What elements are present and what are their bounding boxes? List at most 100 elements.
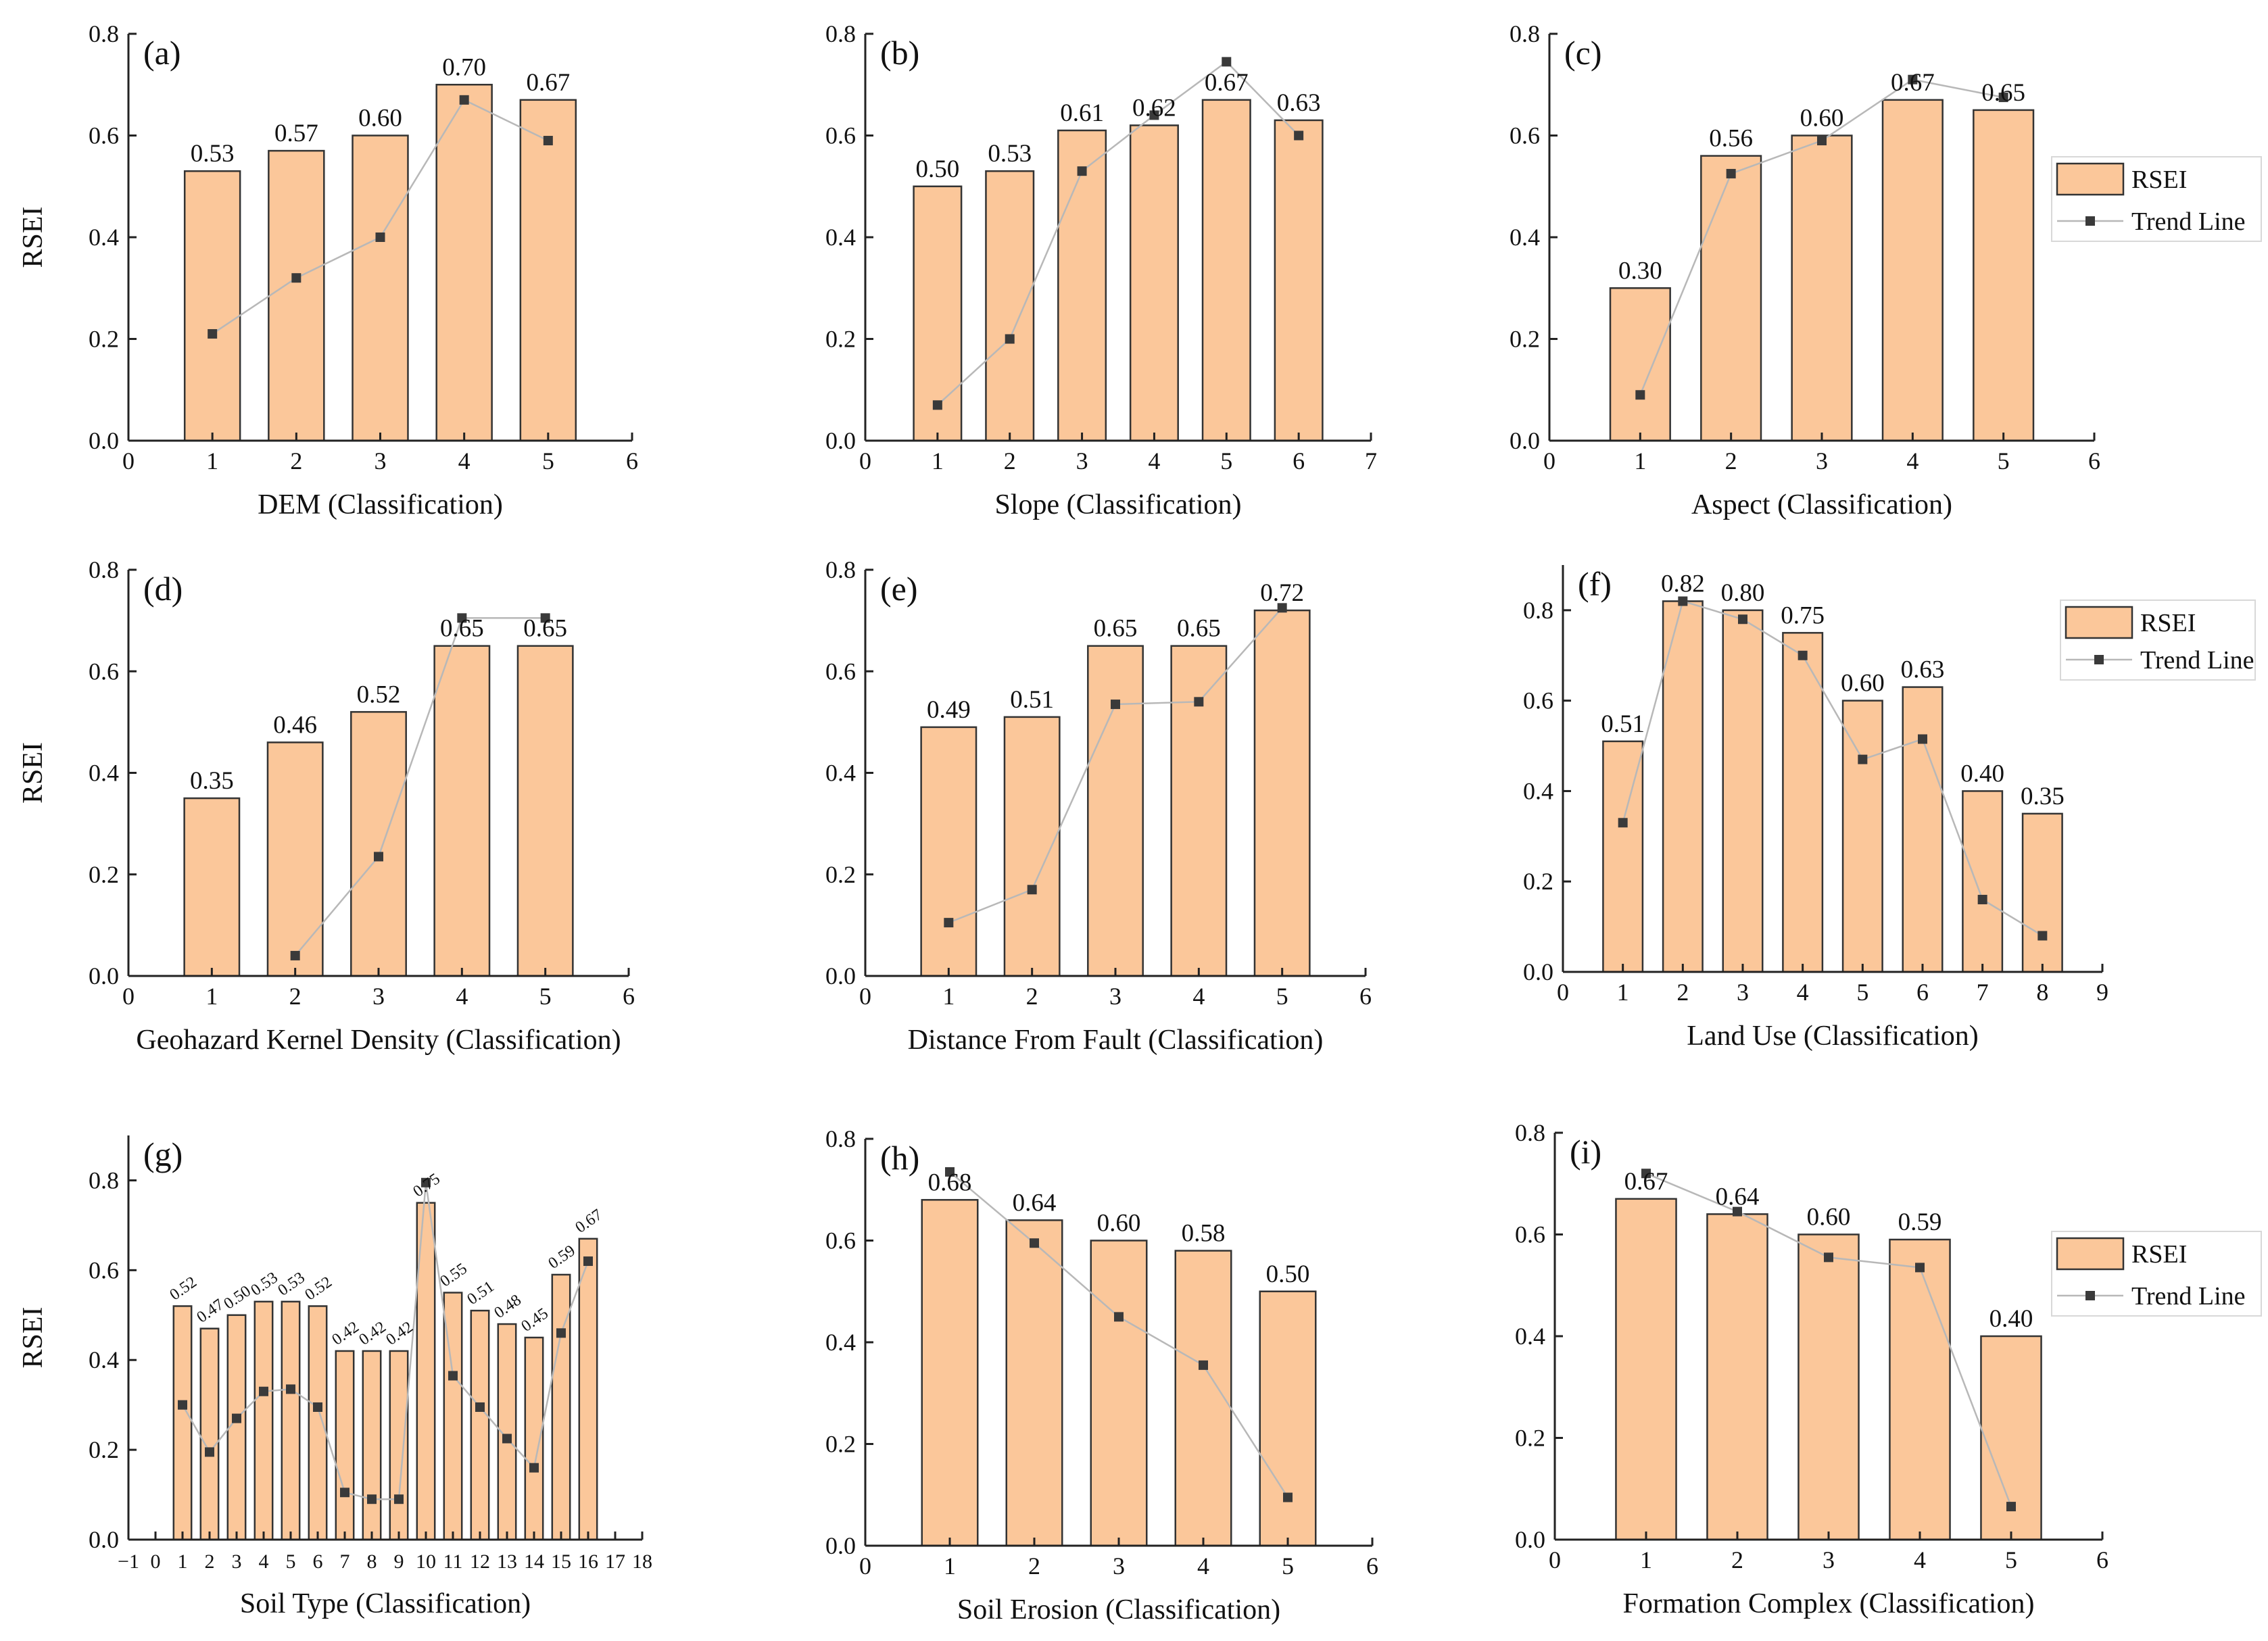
trend-line (937, 60, 1300, 406)
trend-point (1222, 57, 1232, 67)
panel-f: 0.00.20.40.60.80 1 2 3 4 5 6 7 8 90.510.82 0.800.7… (1523, 565, 2256, 1052)
y-tick-label: 0.6 (825, 658, 856, 685)
y-tick-label: 0.4 (89, 760, 119, 787)
bar (470, 1309, 490, 1541)
trend-point (2006, 1502, 2016, 1512)
legend-label-rsei: RSEI (2140, 609, 2196, 637)
x-axis-label: Distance From Fault (Classification) (908, 1025, 1324, 1056)
x-tick-label: 5 (1998, 447, 2010, 474)
x-tick-label: 5 (542, 447, 554, 474)
trend-point (1199, 1360, 1208, 1370)
data-label: 0.64 (1013, 1189, 1057, 1217)
y-tick-label: 0.4 (825, 1329, 856, 1356)
bar (1005, 1219, 1063, 1547)
bar (308, 1305, 328, 1541)
panel-label: (d) (143, 570, 183, 608)
bar (1253, 609, 1311, 977)
bar (362, 1350, 382, 1541)
legend-point-swatch (2094, 655, 2104, 664)
bar (1201, 99, 1251, 442)
data-label: 0.67 (1205, 69, 1249, 97)
panel-a: 0.0 0.2 0.4 0.6 0.8 0 1 2 3 4 5 6 0.53 0.57 0.60 0.70 0.… (18, 20, 638, 520)
x-tick-label: 7 (340, 1550, 350, 1573)
bar (199, 1327, 220, 1541)
x-tick-label: 10 (416, 1550, 436, 1573)
x-tick-label: 3 (1113, 1552, 1125, 1579)
bar (350, 711, 407, 977)
bar (1170, 645, 1228, 977)
panel-label: (e) (880, 570, 918, 608)
y-tick-label: 0.0 (1523, 958, 1553, 985)
bar (519, 99, 577, 442)
data-label: 0.59 (1898, 1208, 1942, 1236)
x-tick-label: 1 (932, 447, 944, 474)
bar (266, 741, 324, 977)
x-tick-label: 1 (942, 983, 955, 1010)
trend-point (1858, 754, 1868, 764)
trend-point (1678, 596, 1688, 606)
legend: RSEI Trend Line (2060, 599, 2256, 681)
trend-point (1277, 603, 1287, 613)
data-label: 0.62 (1132, 94, 1176, 122)
panel-i: 0.0 0.2 0.4 0.6 0.8 0 1 2 3 4 5 6 0.67 0.64 0.60 0.59 0.… (1515, 1119, 2262, 1619)
trend-point (944, 918, 954, 928)
bar (389, 1350, 409, 1541)
legend-label-rsei: RSEI (2131, 166, 2187, 194)
x-tick-label: 5 (1856, 979, 1868, 1006)
y-axis-label: RSEI (18, 206, 49, 268)
trend-point (1077, 166, 1087, 176)
data-label: 0.59 (546, 1242, 579, 1273)
y-tick-label: 0.4 (89, 1346, 119, 1373)
x-tick-label: 5 (2005, 1546, 2017, 1573)
trend-point (394, 1494, 404, 1504)
trend-point (459, 95, 469, 105)
y-tick-label: 0.4 (1515, 1323, 1545, 1350)
y-tick-label: 0.6 (89, 1256, 119, 1283)
panel-label: (g) (143, 1135, 183, 1173)
data-label: 0.48 (491, 1292, 525, 1322)
x-tick-label: 0 (122, 983, 135, 1010)
y-tick-label: 0.2 (1510, 326, 1540, 353)
y-tick-label: 0.8 (825, 1125, 856, 1152)
bar (1973, 109, 2035, 442)
y-tick-label: 0.2 (825, 326, 856, 353)
trend-point (1817, 136, 1827, 146)
x-tick-label: 6 (313, 1550, 323, 1573)
x-axis-label: Slope (Classification) (994, 489, 1241, 520)
y-tick-label: 0.4 (1523, 777, 1553, 804)
bar (183, 797, 241, 977)
panel-label: (b) (880, 34, 919, 72)
y-axis-label: RSEI (18, 1306, 49, 1368)
x-tick-label: 1 (206, 447, 218, 474)
legend-label-trend: Trend Line (2131, 207, 2246, 236)
y-tick-label: 0.8 (89, 20, 119, 47)
x-tick-label: 2 (1004, 447, 1016, 474)
data-label: 0.45 (518, 1305, 552, 1336)
data-label: 0.50 (915, 155, 959, 183)
y-tick-label: 0.8 (1515, 1119, 1545, 1146)
x-tick-label: 5 (1282, 1552, 1294, 1579)
bar (1259, 1290, 1317, 1547)
x-tick-label: 3 (1816, 447, 1828, 474)
trend-point (556, 1328, 566, 1338)
y-tick-label: 0.2 (89, 861, 119, 888)
trend-point (205, 1447, 214, 1457)
x-tick-label: 14 (524, 1550, 544, 1573)
bar (226, 1314, 247, 1541)
data-label: 0.67 (1624, 1168, 1668, 1196)
y-tick-label: 0.0 (1510, 427, 1540, 454)
data-label: 0.58 (1182, 1220, 1226, 1248)
x-axis-label: DEM (Classification) (258, 489, 503, 520)
x-tick-label: 17 (605, 1550, 625, 1573)
data-label: 0.52 (167, 1273, 200, 1304)
data-label: 0.82 (1661, 570, 1705, 598)
y-tick-label: 0.0 (89, 962, 119, 989)
legend: RSEI Trend Line (2051, 1231, 2262, 1317)
x-tick-label: 4 (1192, 983, 1205, 1010)
bar (335, 1350, 355, 1541)
x-tick-label: 3 (1737, 979, 1749, 1006)
bar (1881, 99, 1944, 442)
x-tick-label: 8 (367, 1550, 377, 1573)
data-label: 0.67 (526, 69, 570, 97)
